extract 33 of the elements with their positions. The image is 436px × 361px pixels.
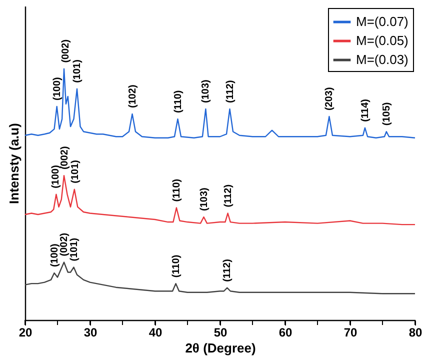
- x-tick-label: 50: [214, 326, 228, 340]
- annotation: (100): [49, 244, 60, 268]
- legend-label: M=(0.05): [356, 33, 408, 48]
- annotation: (101): [70, 160, 82, 184]
- annotation: (105): [381, 102, 392, 126]
- x-axis-title: 2θ (Degree): [185, 340, 256, 356]
- x-tick-label: 20: [18, 326, 32, 340]
- annotation: (110): [171, 178, 182, 202]
- x-tick-label: 30: [84, 326, 98, 340]
- y-axis-title: Intensty (a.u): [6, 123, 22, 204]
- x-tick-label: 70: [344, 326, 358, 340]
- annotation: (103): [198, 188, 210, 212]
- annotation: (100): [50, 165, 62, 188]
- annotation: (100): [52, 77, 63, 100]
- annotation: (101): [72, 60, 83, 83]
- annotation: (002): [60, 39, 72, 63]
- annotation: (002): [59, 232, 70, 256]
- annotation: (112): [222, 259, 234, 282]
- annotation: (002): [60, 146, 71, 170]
- legend-label: M=(0.07): [356, 14, 408, 29]
- annotation: (103): [200, 80, 212, 103]
- annotation: (101): [68, 238, 80, 262]
- annotation: (112): [222, 184, 234, 208]
- x-tick-label: 80: [408, 326, 422, 340]
- annotation: (102): [127, 84, 138, 108]
- legend-label: M=(0.03): [356, 52, 408, 67]
- annotation: (110): [170, 254, 182, 278]
- annotation: (112): [224, 80, 236, 103]
- annotation: (110): [172, 90, 184, 114]
- x-tick-label: 40: [148, 326, 162, 340]
- x-tick-label: 60: [278, 326, 292, 340]
- annotation: (203): [324, 87, 336, 111]
- annotation: (114): [360, 99, 371, 122]
